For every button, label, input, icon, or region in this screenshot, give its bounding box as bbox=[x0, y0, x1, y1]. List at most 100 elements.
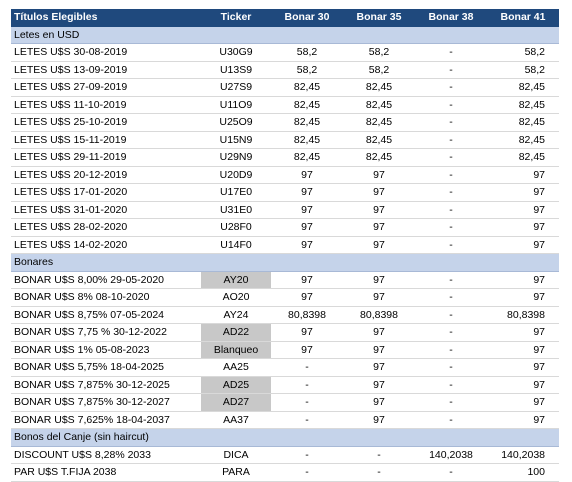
bonar-30-cell: 97 bbox=[271, 288, 343, 307]
section-title: Bonos del Canje (sin haircut) bbox=[11, 428, 559, 447]
table-row: LETES U$S 13-09-2019 U13S9 58,2 58,2-58,2 bbox=[11, 61, 559, 79]
bonar-41-cell: 82,45 bbox=[487, 78, 559, 97]
ticker-cell: AA37 bbox=[201, 411, 271, 429]
table-row: LETES U$S 29-11-2019 U29N9 82,45 82,45-82,4… bbox=[11, 148, 559, 167]
eligible-bonds-table: Títulos Elegibles Ticker Bonar 30 Bonar … bbox=[11, 9, 559, 482]
bonar-41-cell: 97 bbox=[487, 358, 559, 377]
bonar-30-cell: 58,2 bbox=[271, 43, 343, 62]
bonar-30-cell: 80,8398 bbox=[271, 306, 343, 324]
bond-name-cell: BONAR U$S 8% 08-10-2020 bbox=[11, 288, 201, 307]
table-row: BONAR U$S 5,75% 18-04-2025 AA25-97-97 bbox=[11, 358, 559, 377]
bonar-30-cell: - bbox=[271, 446, 343, 464]
table-row: LETES U$S 31-01-2020 U31E0 97 97-97 bbox=[11, 201, 559, 219]
ticker-cell: AD25 bbox=[201, 376, 271, 394]
bonar-35-cell: 82,45 bbox=[343, 113, 415, 132]
section-header-row: Bonares bbox=[11, 253, 559, 272]
bond-name-cell: LETES U$S 31-01-2020 bbox=[11, 201, 201, 219]
bond-name-cell: LETES U$S 25-10-2019 bbox=[11, 113, 201, 132]
bonar-38-cell: 140,2038 bbox=[415, 446, 487, 464]
bonar-41-cell: 82,45 bbox=[487, 96, 559, 114]
bonar-41-cell: 140,2038 bbox=[487, 446, 559, 464]
header-titulos: Títulos Elegibles bbox=[11, 9, 201, 27]
bonar-30-cell: 97 bbox=[271, 271, 343, 289]
table-row: BONAR U$S 7,75 % 30-12-2022 AD22 97 97-97 bbox=[11, 323, 559, 342]
bonar-30-cell: 97 bbox=[271, 323, 343, 342]
bond-name-cell: BONAR U$S 8,75% 07-05-2024 bbox=[11, 306, 201, 324]
bonar-41-cell: 97 bbox=[487, 218, 559, 237]
bonar-38-cell: - bbox=[415, 78, 487, 97]
bonar-30-cell: 82,45 bbox=[271, 78, 343, 97]
bonar-38-cell: - bbox=[415, 306, 487, 324]
table-body: Letes en USD LETES U$S 30-08-2019 U30G9 58,… bbox=[11, 26, 559, 482]
table-row: PAR U$S T.FIJA 2038 PARA - - -100 bbox=[11, 463, 559, 482]
ticker-cell: AD22 bbox=[201, 323, 271, 342]
bonar-41-cell: 100 bbox=[487, 463, 559, 482]
bonar-38-cell: - bbox=[415, 61, 487, 79]
bonar-35-cell: 97 bbox=[343, 288, 415, 307]
bonar-30-cell: - bbox=[271, 358, 343, 377]
bonar-30-cell: 97 bbox=[271, 183, 343, 202]
ticker-cell: U11O9 bbox=[201, 96, 271, 114]
bond-name-cell: LETES U$S 30-08-2019 bbox=[11, 43, 201, 62]
bonar-35-cell: 58,2 bbox=[343, 43, 415, 62]
bonar-41-cell: 97 bbox=[487, 341, 559, 359]
table-row: BONAR U$S 7,875% 30-12-2027 AD27-97-97 bbox=[11, 393, 559, 412]
bonar-41-cell: 97 bbox=[487, 201, 559, 219]
bonar-35-cell: 82,45 bbox=[343, 78, 415, 97]
bonar-38-cell: - bbox=[415, 376, 487, 394]
table-row: LETES U$S 20-12-2019 U20D9 97 97-97 bbox=[11, 166, 559, 184]
section-title: Letes en USD bbox=[11, 26, 559, 44]
bonar-38-cell: - bbox=[415, 411, 487, 429]
bonar-30-cell: - bbox=[271, 393, 343, 412]
bonar-30-cell: 97 bbox=[271, 341, 343, 359]
bonar-38-cell: - bbox=[415, 236, 487, 254]
bonar-38-cell: - bbox=[415, 183, 487, 202]
ticker-cell: U31E0 bbox=[201, 201, 271, 219]
bonar-41-cell: 97 bbox=[487, 183, 559, 202]
bonar-41-cell: 97 bbox=[487, 288, 559, 307]
bonar-38-cell: - bbox=[415, 463, 487, 482]
bonar-41-cell: 58,2 bbox=[487, 61, 559, 79]
bond-name-cell: LETES U$S 15-11-2019 bbox=[11, 131, 201, 149]
bonar-38-cell: - bbox=[415, 148, 487, 167]
header-bonar-35: Bonar 35 bbox=[343, 9, 415, 27]
bonar-35-cell: 97 bbox=[343, 236, 415, 254]
table-row: BONAR U$S 8,00% 29-05-2020 AY20 97 97-97 bbox=[11, 271, 559, 289]
bond-name-cell: BONAR U$S 1% 05-08-2023 bbox=[11, 341, 201, 359]
bonar-35-cell: 97 bbox=[343, 166, 415, 184]
bonar-41-cell: 82,45 bbox=[487, 113, 559, 132]
bonar-41-cell: 82,45 bbox=[487, 148, 559, 167]
header-row: Títulos Elegibles Ticker Bonar 30 Bonar … bbox=[11, 9, 559, 27]
ticker-cell: U29N9 bbox=[201, 148, 271, 167]
bond-name-cell: LETES U$S 17-01-2020 bbox=[11, 183, 201, 202]
bonar-35-cell: 82,45 bbox=[343, 131, 415, 149]
bonar-30-cell: - bbox=[271, 463, 343, 482]
bonar-38-cell: - bbox=[415, 218, 487, 237]
bonar-35-cell: 97 bbox=[343, 411, 415, 429]
ticker-cell: AO20 bbox=[201, 288, 271, 307]
bonar-35-cell: 82,45 bbox=[343, 148, 415, 167]
bond-name-cell: BONAR U$S 8,00% 29-05-2020 bbox=[11, 271, 201, 289]
ticker-cell: U13S9 bbox=[201, 61, 271, 79]
bonar-30-cell: 82,45 bbox=[271, 113, 343, 132]
bond-name-cell: BONAR U$S 7,75 % 30-12-2022 bbox=[11, 323, 201, 342]
bonar-41-cell: 80,8398 bbox=[487, 306, 559, 324]
bonar-38-cell: - bbox=[415, 271, 487, 289]
ticker-cell: AA25 bbox=[201, 358, 271, 377]
bonar-30-cell: 82,45 bbox=[271, 96, 343, 114]
bond-name-cell: LETES U$S 14-02-2020 bbox=[11, 236, 201, 254]
bonar-38-cell: - bbox=[415, 358, 487, 377]
table-row: LETES U$S 25-10-2019 U25O9 82,45 82,45-82,4… bbox=[11, 113, 559, 132]
ticker-cell: U28F0 bbox=[201, 218, 271, 237]
bonar-41-cell: 97 bbox=[487, 411, 559, 429]
table-row: LETES U$S 15-11-2019 U15N9 82,45 82,45-82,4… bbox=[11, 131, 559, 149]
bonar-35-cell: 97 bbox=[343, 393, 415, 412]
bond-name-cell: DISCOUNT U$S 8,28% 2033 bbox=[11, 446, 201, 464]
bonar-41-cell: 97 bbox=[487, 236, 559, 254]
ticker-cell: AY24 bbox=[201, 306, 271, 324]
bonar-30-cell: 58,2 bbox=[271, 61, 343, 79]
bonar-35-cell: 80,8398 bbox=[343, 306, 415, 324]
bonar-41-cell: 97 bbox=[487, 323, 559, 342]
bonar-41-cell: 97 bbox=[487, 393, 559, 412]
table-row: LETES U$S 27-09-2019 U27S9 82,45 82,45-82,4… bbox=[11, 78, 559, 97]
